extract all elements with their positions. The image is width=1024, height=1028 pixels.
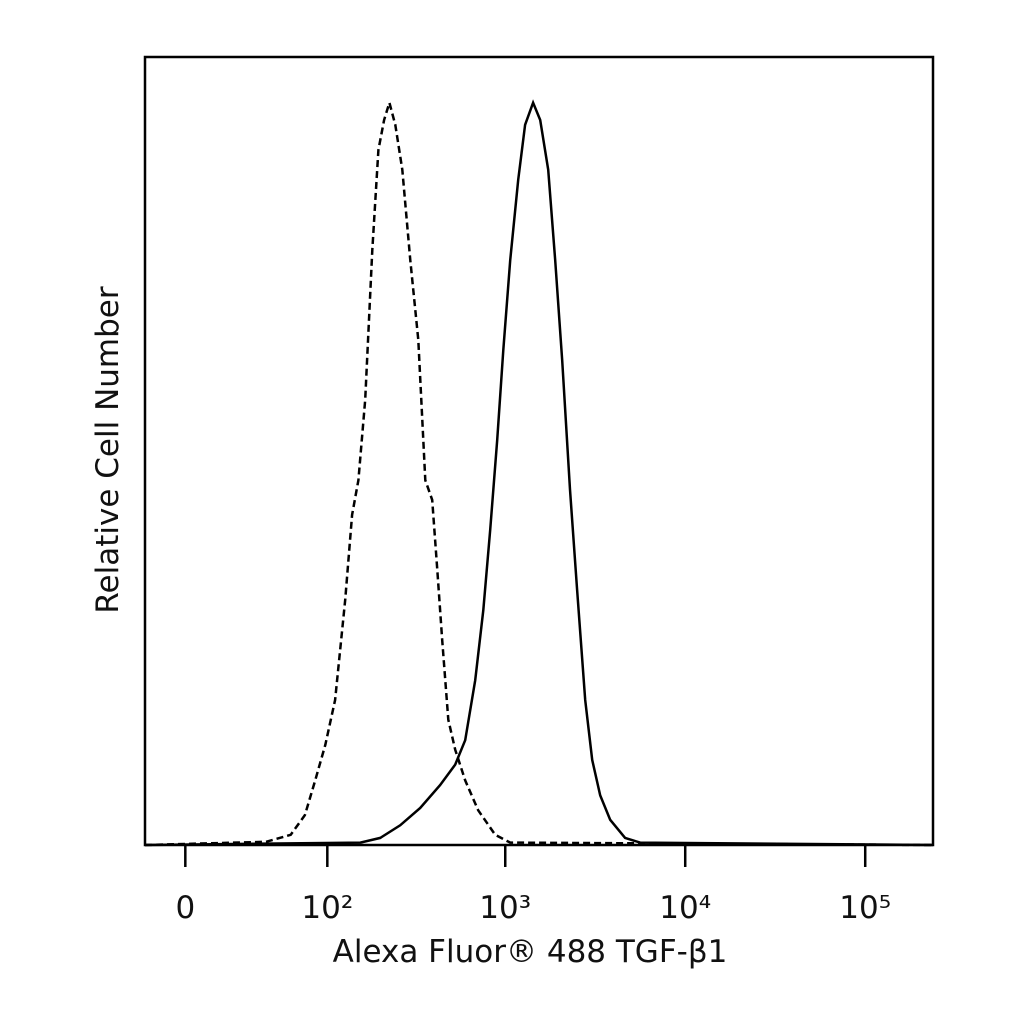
histogram-line <box>144 99 934 847</box>
plot-frame <box>143 55 935 847</box>
histogram-line <box>144 98 934 847</box>
x-tick-label: 10⁴ <box>659 890 711 926</box>
x-tick-label: 10² <box>301 890 353 926</box>
x-tick-label: 10⁵ <box>839 890 891 926</box>
x-tick-label: 0 <box>175 890 195 926</box>
x-tick-label: 10³ <box>479 890 531 926</box>
y-axis-label: Relative Cell Number <box>90 286 126 613</box>
x-axis-label: Alexa Fluor® 488 TGF-β1 <box>333 934 728 970</box>
